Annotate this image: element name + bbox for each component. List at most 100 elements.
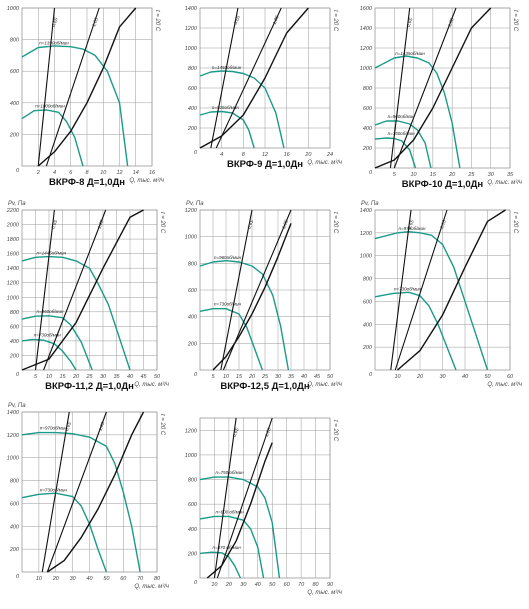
- duty-line: [215, 7, 282, 149]
- temperature-label: t = 20 C: [332, 420, 338, 442]
- x-tick-label: 10: [394, 374, 401, 380]
- duty-line: [394, 209, 448, 371]
- chart-5: 5 10 15 20 25 30 35 40 45 50 200 400 600 800 1000 1200 0…: [185, 201, 342, 392]
- x-tick-label: 30: [100, 374, 107, 380]
- chart-1: 2 4 6 8 10 12 14 16 200 400 600 800 1000 0 t = 20 C Q, …: [7, 6, 164, 188]
- y-tick-label: 600: [188, 86, 198, 92]
- x-tick-label: 15: [430, 172, 437, 178]
- speed-label: n=730об/мин: [34, 332, 62, 337]
- speed-label: n=960об/мин: [37, 309, 65, 314]
- x-tick-label: 70: [137, 576, 144, 582]
- x-tick-label: 25: [467, 172, 475, 178]
- x-tick-label: 12: [116, 170, 122, 176]
- y-tick-label: 600: [363, 299, 373, 305]
- x-tick-label: 40: [462, 374, 469, 380]
- y-tick-label: 800: [10, 38, 20, 44]
- y-tick-label: 1400: [360, 26, 373, 32]
- x-tick-label: 30: [240, 582, 247, 588]
- x-tick-label: 35: [113, 374, 120, 380]
- x-tick-label: 60: [284, 582, 291, 588]
- temperature-label: t = 20 C: [512, 212, 518, 234]
- x-axis-label: Q, тыс. м³/ч: [307, 590, 342, 596]
- pressure-curve: [374, 120, 432, 169]
- speed-label: n=970об/мин: [40, 426, 68, 431]
- temperature-label: t = 20 C: [154, 10, 160, 32]
- y-axis-label: Pv, Па: [361, 201, 379, 207]
- y-tick-label: 400: [10, 524, 20, 530]
- x-tick-label: 50: [269, 582, 276, 588]
- y-tick-label: 200: [9, 132, 20, 138]
- efficiency-curve: [199, 7, 309, 149]
- duty-line-label: 0,6S: [406, 17, 414, 27]
- pressure-curve: [21, 45, 129, 167]
- y-tick-label: 1600: [7, 252, 20, 258]
- y-tick-label: 200: [362, 345, 373, 351]
- x-tick-label: 40: [127, 374, 134, 380]
- chart-4: 5 10 15 20 25 30 35 40 45 50 200 400 600 800 1000 1200 1…: [6, 201, 169, 392]
- origin-label: 0: [369, 372, 373, 378]
- chart-8: 10 20 30 40 50 60 70 80 90 200 400 600 800 1000 1200 0 t…: [185, 417, 342, 596]
- x-axis-label: Q, тыс. м³/ч: [307, 160, 342, 166]
- chart-title: ВКРФ-10 Д=1,0Дн: [402, 179, 484, 190]
- y-tick-label: 1000: [185, 46, 198, 52]
- x-tick-label: 5: [393, 172, 397, 178]
- duty-line: [45, 7, 100, 167]
- speed-label: n=925об/мин: [212, 105, 240, 110]
- y-tick-label: 400: [363, 126, 373, 132]
- x-tick-label: 5: [211, 374, 215, 380]
- x-tick-label: 10: [211, 582, 218, 588]
- x-tick-label: 14: [133, 170, 139, 176]
- x-axis-label: Q, тыс. м³/ч: [134, 382, 169, 388]
- x-tick-label: 20: [248, 374, 256, 380]
- origin-label: 0: [16, 168, 20, 174]
- y-axis-label: Pv, Па: [8, 201, 26, 207]
- speed-label: n=960об/мин: [388, 114, 416, 119]
- y-tick-label: 2200: [6, 208, 20, 214]
- y-tick-label: 1200: [185, 208, 198, 214]
- y-tick-label: 2000: [6, 223, 20, 229]
- chart-title: ВКРФ-9 Д=1,0Дн: [227, 159, 303, 170]
- duty-line: [390, 209, 412, 371]
- speed-label: n=1390об/мин: [39, 41, 69, 46]
- x-tick-label: 30: [70, 576, 77, 582]
- y-tick-label: 200: [187, 551, 198, 557]
- y-tick-label: 400: [188, 527, 198, 533]
- y-tick-label: 1200: [185, 428, 198, 434]
- x-tick-label: 50: [327, 374, 334, 380]
- x-tick-label: 80: [312, 582, 319, 588]
- pressure-curve: [374, 137, 417, 169]
- duty-line-label: 1,0S: [91, 17, 99, 27]
- y-tick-label: 800: [188, 261, 198, 267]
- x-tick-label: 50: [103, 576, 110, 582]
- temperature-label: t = 20 C: [512, 10, 518, 32]
- y-tick-label: 200: [187, 341, 198, 347]
- speed-label: n=750 об/мин: [215, 470, 244, 475]
- y-tick-label: 200: [187, 126, 198, 132]
- y-tick-label: 1200: [360, 231, 373, 237]
- x-tick-label: 20: [304, 152, 312, 158]
- x-tick-label: 60: [507, 374, 514, 380]
- chart-title: ВКРФ-8 Д=1,0Дн: [49, 177, 125, 188]
- x-tick-label: 10: [46, 374, 53, 380]
- x-tick-label: 45: [314, 374, 321, 380]
- pressure-curve: [199, 259, 290, 371]
- duty-line-label: 1,0S: [281, 219, 289, 229]
- speed-label: n=730об/мин: [394, 286, 422, 291]
- duty-line-label: 0,6S: [64, 421, 72, 431]
- y-tick-label: 800: [10, 310, 20, 316]
- y-tick-label: 400: [188, 106, 198, 112]
- pressure-curve: [199, 70, 285, 149]
- x-tick-label: 16: [149, 170, 156, 176]
- x-axis-label: Q, тыс. м³/ч: [129, 178, 164, 184]
- speed-label: n=600 об/мин: [215, 509, 244, 514]
- x-tick-label: 20: [225, 582, 233, 588]
- speed-label: n=1000об/мин: [35, 104, 65, 109]
- efficiency-curve: [397, 209, 506, 371]
- duty-line-label: 1,0S: [447, 17, 455, 27]
- x-tick-label: 10: [223, 374, 230, 380]
- x-tick-label: 8: [85, 170, 89, 176]
- y-tick-label: 1200: [7, 281, 20, 287]
- pressure-curve: [21, 109, 84, 167]
- pressure-curve: [374, 55, 461, 169]
